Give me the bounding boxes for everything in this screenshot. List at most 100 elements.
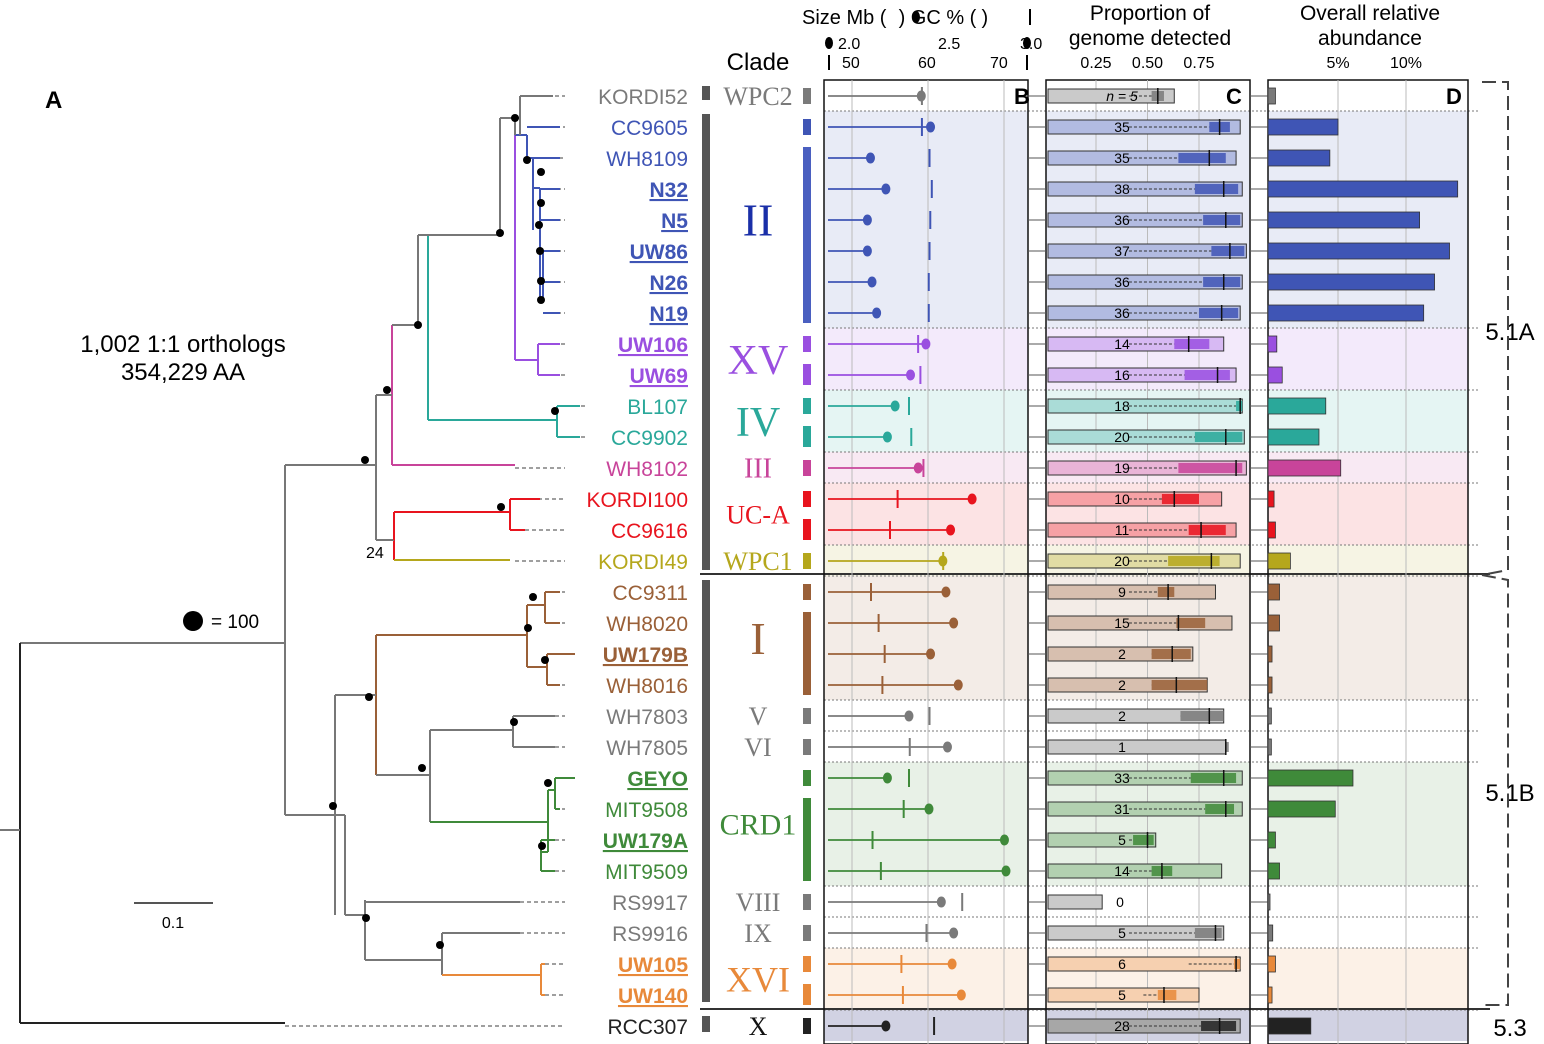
bootstrap-dot bbox=[418, 764, 426, 772]
clade-band bbox=[1268, 328, 1468, 390]
size-point bbox=[913, 462, 923, 474]
detection-count: 5 bbox=[1118, 987, 1126, 1003]
proportion-tick-label: 0.50 bbox=[1132, 55, 1163, 72]
strain-label: WH7805 bbox=[606, 737, 688, 760]
bootstrap-dot bbox=[361, 456, 369, 464]
strain-label: UW86 bbox=[630, 241, 688, 264]
strain-label: WH8109 bbox=[606, 148, 688, 171]
detection-count: 14 bbox=[1114, 336, 1130, 352]
iqr-box bbox=[1188, 525, 1226, 535]
clade-bar bbox=[702, 114, 710, 570]
abundance-bar bbox=[1267, 304, 1425, 322]
panel-label-b: B bbox=[1014, 84, 1030, 109]
iqr-box bbox=[1199, 308, 1239, 318]
band-gap bbox=[1250, 762, 1268, 886]
detection-count: 15 bbox=[1114, 615, 1130, 631]
size-point bbox=[867, 276, 877, 288]
detection-count: 28 bbox=[1114, 1018, 1130, 1034]
panel-d-abundance bbox=[1267, 87, 1459, 1035]
iqr-box bbox=[1151, 649, 1191, 659]
amino-acid-count: 354,229 AA bbox=[121, 359, 245, 386]
clade-band bbox=[1268, 483, 1468, 545]
panel-c-proportion: n = 535353836373636141618201910112091522… bbox=[1047, 88, 1247, 1034]
proportion-header-2: genome detected bbox=[1069, 27, 1231, 50]
bootstrap-dot bbox=[523, 156, 531, 164]
proportion-tick-label: 0.25 bbox=[1080, 55, 1111, 72]
clade-header: Clade bbox=[727, 49, 790, 76]
iqr-box bbox=[1205, 804, 1235, 814]
clade-name: XVI bbox=[726, 960, 790, 1000]
clade-color-bar bbox=[803, 984, 811, 1005]
abundance-bar bbox=[1267, 552, 1291, 570]
bootstrap-value: 24 bbox=[366, 545, 384, 562]
clade-name: III bbox=[744, 454, 772, 485]
detection-count: 1 bbox=[1118, 739, 1126, 755]
bootstrap-dot bbox=[544, 779, 552, 787]
bootstrap-legend-text: = 100 bbox=[211, 612, 259, 633]
band-gap bbox=[1028, 948, 1046, 1010]
band-gap bbox=[1028, 762, 1046, 886]
size-point bbox=[926, 121, 936, 133]
strain-label: CC9605 bbox=[611, 117, 688, 140]
panel-b-size-gc bbox=[828, 87, 1011, 1035]
abundance-bar bbox=[1267, 118, 1339, 136]
bootstrap-dot bbox=[383, 386, 391, 394]
detection-count: 10 bbox=[1114, 491, 1130, 507]
size-point bbox=[941, 586, 951, 598]
size-tick-marker bbox=[1023, 37, 1031, 49]
abundance-bar bbox=[1267, 180, 1459, 198]
clade-name: WPC1 bbox=[723, 547, 792, 576]
abundance-bar bbox=[1267, 614, 1280, 632]
bootstrap-dot bbox=[414, 321, 422, 329]
clade-name: I bbox=[750, 613, 765, 664]
gc-tick-label: 70 bbox=[990, 55, 1008, 72]
abundance-bar bbox=[1267, 273, 1435, 291]
clade-name: VIII bbox=[736, 888, 781, 917]
size-tick-label: 2.0 bbox=[838, 36, 860, 53]
iqr-box bbox=[1161, 494, 1199, 504]
iqr-box bbox=[1194, 432, 1243, 442]
strain-label: N32 bbox=[649, 179, 688, 202]
subcluster-5-1a: 5.1A bbox=[1485, 319, 1534, 346]
iqr-box bbox=[1133, 835, 1154, 845]
panel-frame bbox=[823, 79, 1029, 1044]
bootstrap-dot bbox=[496, 229, 504, 237]
proportion-bar bbox=[1047, 894, 1103, 910]
proportion-bar bbox=[1047, 88, 1175, 104]
clade-bar bbox=[702, 580, 710, 1002]
strain-label: CC9902 bbox=[611, 427, 688, 450]
iqr-box bbox=[1168, 556, 1220, 566]
strain-label: MIT9508 bbox=[605, 799, 688, 822]
strain-label: CC9311 bbox=[613, 582, 689, 605]
strain-label: KORDI49 bbox=[598, 551, 688, 574]
panel-label-d: D bbox=[1446, 84, 1462, 109]
size-point bbox=[921, 338, 931, 350]
abundance-bar bbox=[1267, 831, 1276, 849]
size-point bbox=[881, 1020, 891, 1032]
strain-label: N19 bbox=[649, 303, 688, 326]
bootstrap-dot bbox=[551, 407, 559, 415]
size-point bbox=[946, 524, 956, 536]
iqr-box bbox=[1203, 277, 1241, 287]
clade-name: UC-A bbox=[726, 500, 790, 529]
size-point bbox=[999, 834, 1009, 846]
abundance-bar bbox=[1267, 676, 1273, 694]
abundance-tick-label: 5% bbox=[1326, 55, 1349, 72]
iqr-box bbox=[1157, 990, 1177, 1000]
size-point bbox=[924, 803, 934, 815]
strain-label: WH8016 bbox=[606, 675, 688, 698]
bootstrap-dot bbox=[537, 168, 545, 176]
abundance-bar bbox=[1267, 366, 1283, 384]
abundance-bar bbox=[1267, 149, 1331, 167]
iqr-box bbox=[1190, 773, 1237, 783]
detection-count: 16 bbox=[1114, 367, 1130, 383]
bootstrap-dot bbox=[529, 593, 537, 601]
detection-count: 31 bbox=[1114, 801, 1130, 817]
strain-label: RS9917 bbox=[612, 892, 688, 915]
strain-label: UW106 bbox=[618, 334, 688, 357]
bootstrap-dot bbox=[436, 941, 444, 949]
strain-label: UW105 bbox=[618, 954, 688, 977]
gc-tick-label: 50 bbox=[842, 55, 860, 72]
abundance-bar bbox=[1267, 428, 1320, 446]
